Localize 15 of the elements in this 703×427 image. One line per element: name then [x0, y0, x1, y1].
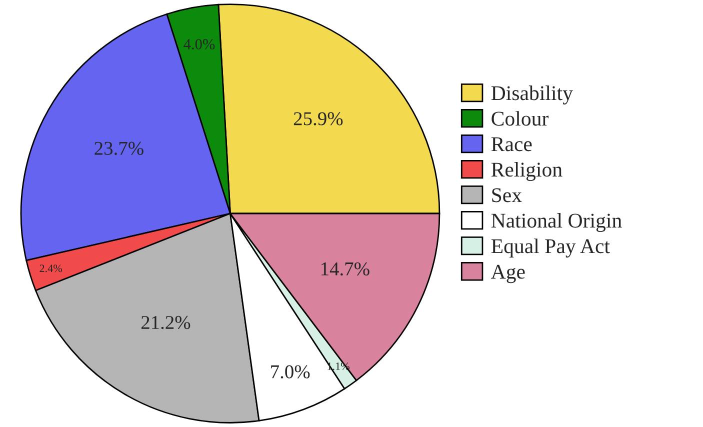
data-label: 7.0%: [271, 365, 310, 378]
legend-label: Disability: [491, 86, 573, 104]
legend-label: Age: [491, 264, 525, 284]
legend-label: National Origin: [491, 213, 622, 232]
data-label: 25.9%: [294, 112, 343, 126]
data-label: 14.7%: [322, 262, 370, 276]
data-label: 23.7%: [94, 142, 144, 155]
data-label: 4.0%: [184, 39, 215, 50]
legend-label: Race: [491, 137, 532, 152]
legend-label: Equal Pay Act: [491, 238, 610, 258]
legend-label: Sex: [492, 188, 522, 202]
data-label: 2.4%: [40, 264, 62, 272]
data-label: 21.2%: [141, 316, 190, 330]
legend-label: Colour: [492, 111, 548, 126]
legend-label: Religion: [491, 162, 562, 181]
